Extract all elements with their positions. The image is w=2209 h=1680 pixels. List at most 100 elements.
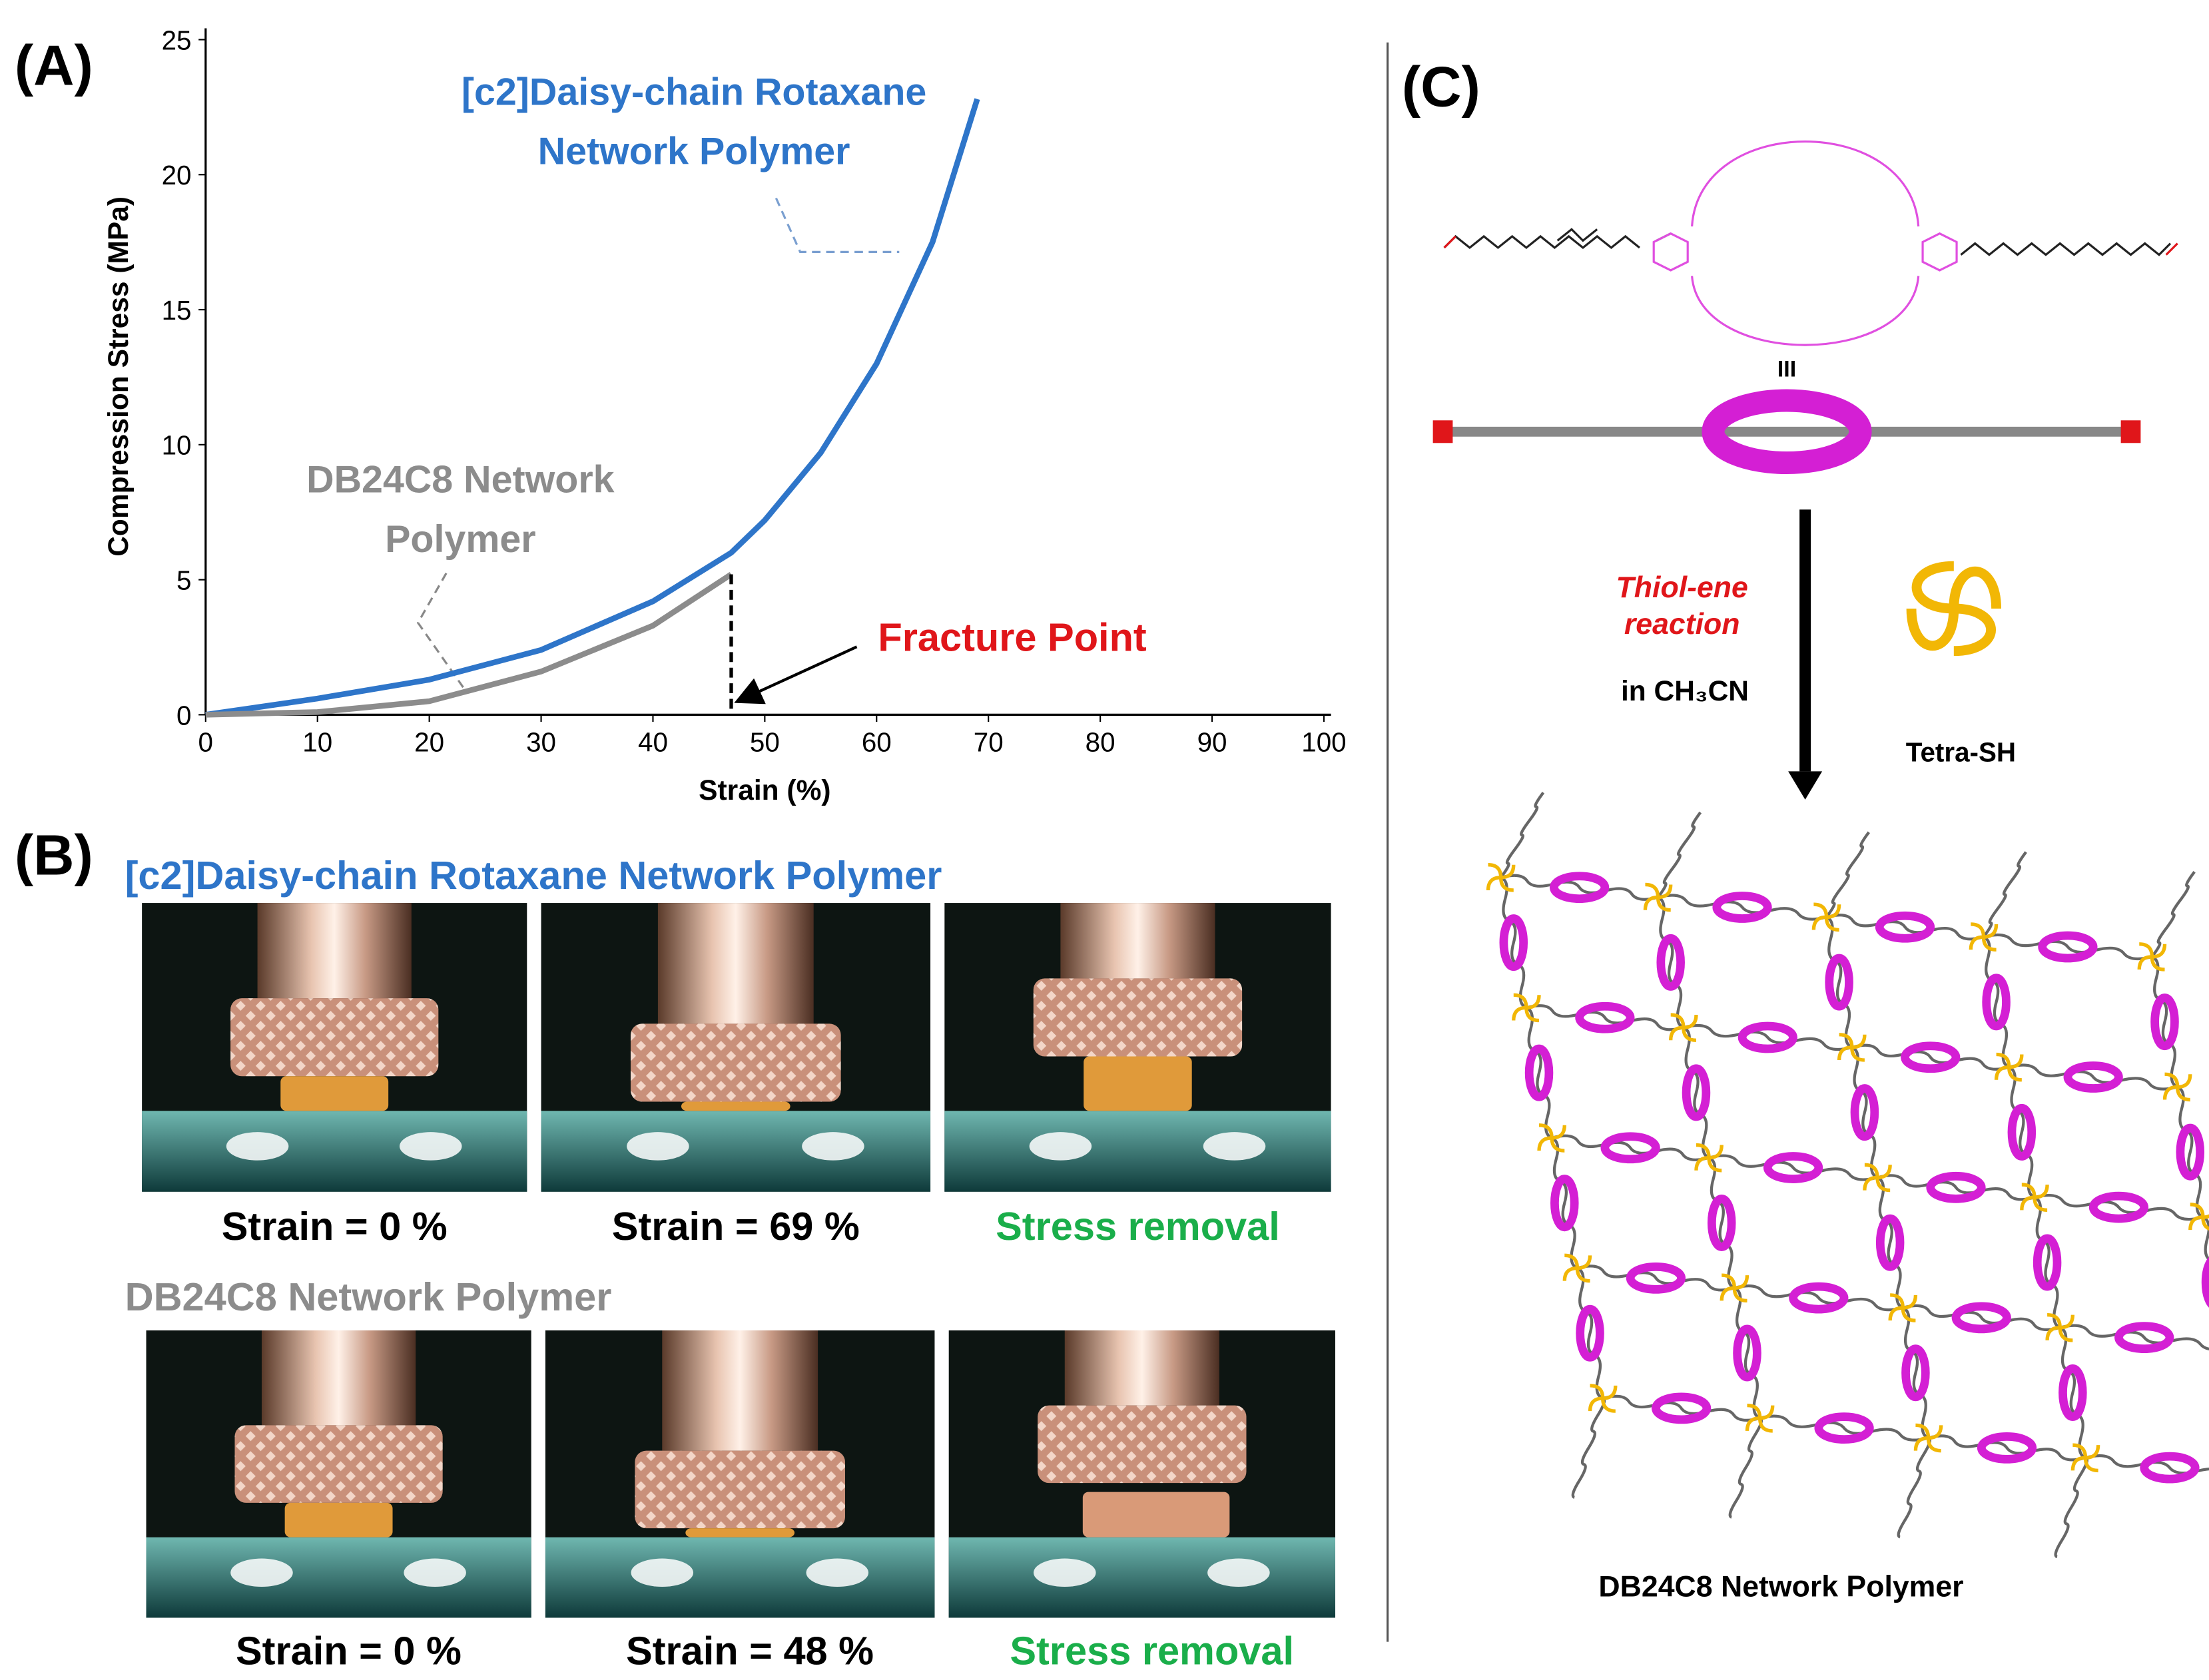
y-tick-label: 20 bbox=[162, 160, 192, 190]
glass bbox=[948, 1537, 1335, 1618]
molecule bbox=[1443, 140, 2178, 346]
caption: Stress removal bbox=[1010, 1629, 1294, 1673]
row-title: [c2]Daisy-chain Rotaxane Network Polymer bbox=[125, 853, 942, 898]
knurl bbox=[234, 1425, 443, 1503]
glass bbox=[146, 1537, 531, 1618]
crosslinker bbox=[1837, 1033, 1867, 1062]
chain bbox=[1983, 933, 2152, 961]
ring bbox=[1575, 1001, 1635, 1033]
ring bbox=[2176, 1123, 2205, 1181]
ring bbox=[2063, 1061, 2123, 1093]
crosslinker bbox=[1811, 902, 1841, 932]
light bbox=[404, 1558, 466, 1587]
rod bbox=[261, 1330, 416, 1426]
chain bbox=[1658, 894, 1827, 921]
sample bbox=[681, 1101, 790, 1111]
chain bbox=[2033, 1196, 2061, 1329]
leader bbox=[775, 197, 900, 253]
chain bbox=[1551, 1134, 1710, 1161]
x-axis-label: Strain (%) bbox=[699, 775, 830, 806]
chain bbox=[2059, 1326, 2086, 1460]
ring bbox=[2140, 1452, 2200, 1484]
crosslinker bbox=[1486, 863, 1516, 892]
crosslinker bbox=[1512, 993, 1541, 1023]
chain bbox=[1657, 896, 1684, 1029]
ring bbox=[1977, 1432, 2037, 1464]
chain bbox=[1683, 1023, 1853, 1051]
chain bbox=[1734, 1286, 1761, 1420]
ring bbox=[1682, 1064, 1711, 1121]
crosslinker bbox=[2162, 1072, 2192, 1102]
chain bbox=[1897, 1436, 1932, 1539]
light bbox=[226, 1132, 289, 1161]
x-tick-label: 20 bbox=[414, 727, 444, 758]
crosslinker bbox=[1888, 1293, 1918, 1322]
light bbox=[802, 1132, 864, 1161]
chain bbox=[1825, 916, 1853, 1049]
ring bbox=[1737, 1021, 1797, 1053]
chain bbox=[1928, 1434, 2086, 1462]
ring bbox=[1789, 1282, 1849, 1314]
crosslinker bbox=[1694, 1143, 1724, 1173]
rod bbox=[662, 1330, 818, 1451]
chain bbox=[2151, 955, 2178, 1089]
chain bbox=[1851, 1045, 1879, 1179]
reagent-label: Tetra-SH bbox=[1906, 737, 2016, 768]
x-tick-label: 40 bbox=[638, 727, 668, 758]
network bbox=[1486, 792, 2209, 1559]
glass bbox=[944, 1111, 1331, 1192]
ring bbox=[1576, 1304, 1604, 1362]
sample bbox=[1082, 1492, 1230, 1538]
rod bbox=[1060, 903, 1215, 979]
chain bbox=[2202, 1215, 2209, 1261]
crosslinker bbox=[1720, 1273, 1749, 1303]
light bbox=[631, 1558, 694, 1587]
caption: Strain = 0 % bbox=[236, 1629, 462, 1673]
ring bbox=[1656, 934, 1685, 991]
crosslinker bbox=[2137, 942, 2167, 972]
light bbox=[1034, 1558, 1096, 1587]
chain bbox=[1576, 1264, 1735, 1292]
x-tick-label: 30 bbox=[526, 727, 556, 758]
ring bbox=[1875, 1214, 1905, 1271]
ring bbox=[1712, 892, 1772, 923]
ring bbox=[2114, 1322, 2174, 1354]
ring bbox=[1707, 1194, 1736, 1251]
caption: Stress removal bbox=[996, 1204, 1280, 1249]
ring bbox=[2033, 1234, 2062, 1291]
chain bbox=[1500, 876, 1527, 1009]
knurl bbox=[630, 1023, 841, 1102]
chain bbox=[1571, 1396, 1606, 1499]
crosslinker bbox=[1913, 1423, 1943, 1453]
leader bbox=[416, 573, 469, 695]
x-tick-label: 90 bbox=[1197, 727, 1227, 758]
chain bbox=[2150, 871, 2196, 958]
chain bbox=[1526, 1004, 1684, 1031]
caption: Strain = 69 % bbox=[612, 1204, 860, 1249]
chain bbox=[2176, 1085, 2204, 1219]
crosslinker bbox=[1863, 1163, 1892, 1193]
photo bbox=[545, 1330, 935, 1618]
chain bbox=[1851, 1043, 2010, 1071]
chain bbox=[1708, 1154, 1878, 1181]
light bbox=[399, 1132, 462, 1161]
caption: Strain = 48 % bbox=[626, 1629, 874, 1673]
ring bbox=[1850, 1084, 1879, 1141]
chain bbox=[1525, 1006, 1553, 1139]
chain bbox=[1982, 851, 2027, 938]
y-axis-label: Compression Stress (MPa) bbox=[103, 196, 135, 557]
crosslinker bbox=[1969, 922, 1999, 952]
ring bbox=[1626, 1262, 1686, 1294]
ring bbox=[1549, 872, 1610, 904]
sample bbox=[685, 1528, 795, 1538]
light bbox=[230, 1558, 293, 1587]
chain bbox=[1708, 1156, 1736, 1290]
ring bbox=[1901, 1344, 1930, 1402]
glass bbox=[142, 1111, 527, 1192]
ring bbox=[1499, 914, 1528, 972]
sample bbox=[284, 1502, 393, 1538]
x-tick-label: 100 bbox=[1301, 727, 1346, 758]
chain bbox=[1499, 792, 1545, 879]
chain bbox=[2084, 1454, 2209, 1475]
